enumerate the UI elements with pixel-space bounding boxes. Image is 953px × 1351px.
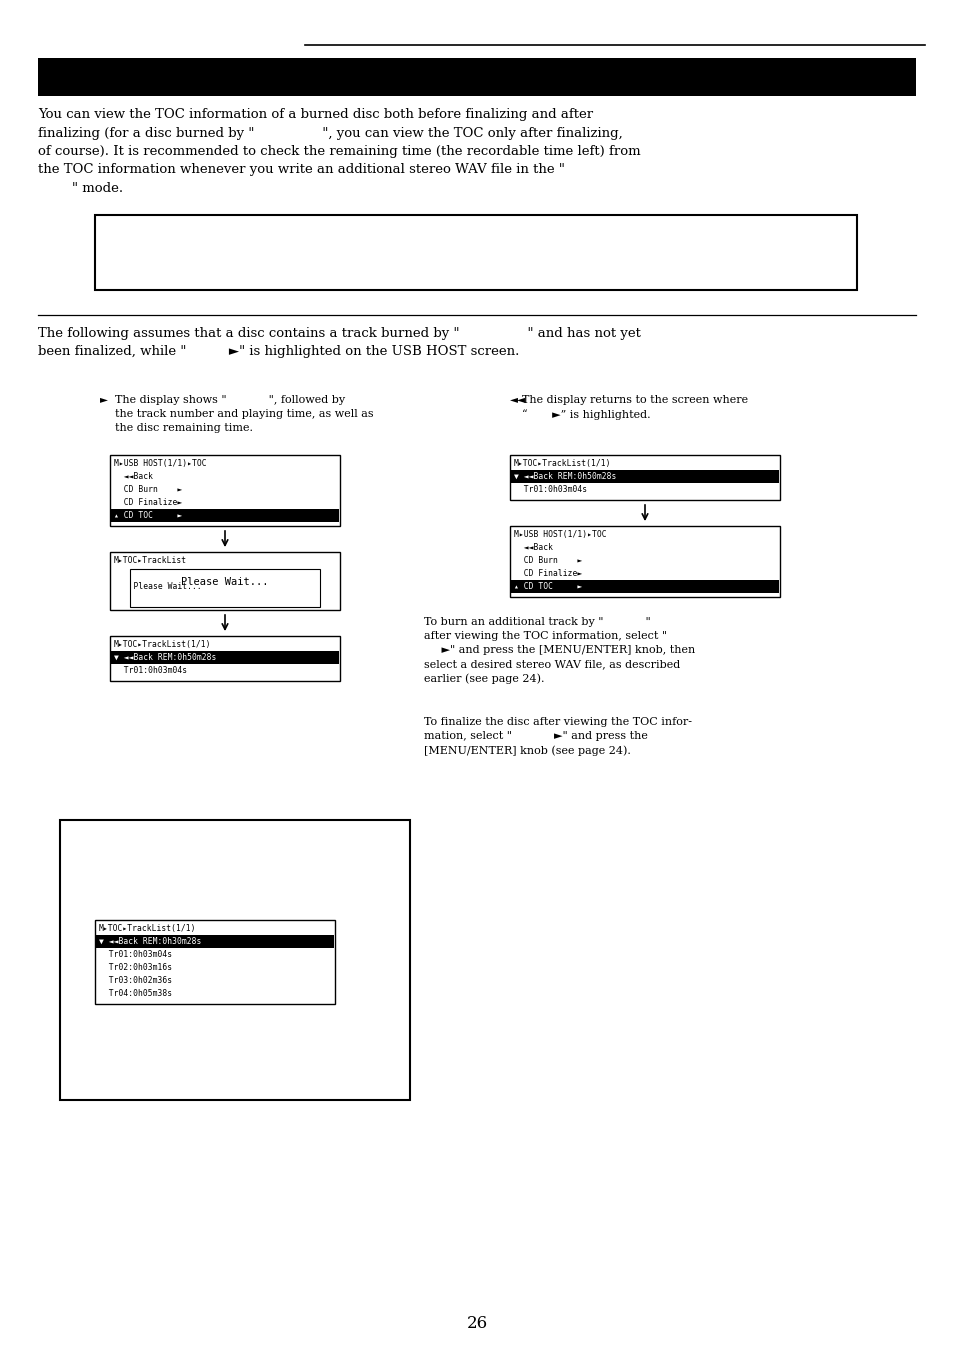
Text: Please Wait...: Please Wait... [181,577,269,586]
Text: Tr03:0h02m36s: Tr03:0h02m36s [99,975,172,985]
Bar [510,455,780,500]
Text: Tr01:0h03m04s: Tr01:0h03m04s [514,485,586,494]
Text: ▴ CD TOC     ►: ▴ CD TOC ► [113,511,182,520]
Text: Tr04:0h05m38s: Tr04:0h05m38s [99,989,172,998]
Text: ◄◄Back: ◄◄Back [514,543,553,553]
Text: CD Burn    ►: CD Burn ► [113,485,182,494]
Bar [95,920,335,1004]
Bar [111,651,338,663]
Text: Tr01:0h03m04s: Tr01:0h03m04s [99,950,172,959]
Text: CD Burn    ►: CD Burn ► [514,557,581,565]
Text: The display shows "            ", followed by
the track number and playing time,: The display shows " ", followed by the t… [115,394,374,434]
Text: M▸USB HOST(1/1)▸TOC: M▸USB HOST(1/1)▸TOC [113,459,207,467]
Bar [510,526,780,597]
Text: ▴ CD TOC     ►: ▴ CD TOC ► [514,582,581,590]
Text: Tr02:0h03m16s: Tr02:0h03m16s [99,963,172,971]
Bar [111,509,338,521]
Text: ◄◄: ◄◄ [510,394,525,404]
Text: The following assumes that a disc contains a track burned by "                " : The following assumes that a disc contai… [38,327,640,358]
Text: M▸TOC▸TrackList: M▸TOC▸TrackList [113,557,187,565]
Bar [110,455,339,526]
Bar [130,569,319,607]
Text: ◄◄Back: ◄◄Back [113,471,152,481]
Text: Please Wait...: Please Wait... [113,582,201,590]
Text: To finalize the disc after viewing the TOC infor-
mation, select "            ►": To finalize the disc after viewing the T… [423,717,691,755]
Text: Tr01:0h03m04s: Tr01:0h03m04s [113,666,187,676]
Text: M▸USB HOST(1/1)▸TOC: M▸USB HOST(1/1)▸TOC [514,530,606,539]
Bar [511,580,779,593]
Bar [60,820,410,1100]
Text: You can view the TOC information of a burned disc both before finalizing and aft: You can view the TOC information of a bu… [38,108,640,195]
Text: 26: 26 [466,1315,487,1332]
Bar [96,935,334,948]
Text: CD Finalize►: CD Finalize► [514,569,581,578]
Bar [511,470,779,484]
Text: ▼ ◄◄Back REM:0h50m28s: ▼ ◄◄Back REM:0h50m28s [514,471,616,481]
Text: ▼ ◄◄Back REM:0h50m28s: ▼ ◄◄Back REM:0h50m28s [113,653,216,662]
Bar [110,553,339,611]
Text: CD Finalize►: CD Finalize► [113,499,182,507]
Text: The display returns to the screen where
“       ►” is highlighted.: The display returns to the screen where … [521,394,747,420]
Bar [38,58,915,96]
Text: ►: ► [100,394,108,404]
Text: M▸TOC▸TrackList(1/1): M▸TOC▸TrackList(1/1) [514,459,611,467]
Text: ▼ ◄◄Back REM:0h30m28s: ▼ ◄◄Back REM:0h30m28s [99,938,201,946]
Bar [95,215,856,290]
Text: M▸TOC▸TrackList(1/1): M▸TOC▸TrackList(1/1) [113,640,212,648]
Text: To burn an additional track by "            "
after viewing the TOC information,: To burn an additional track by " " after… [423,617,695,684]
Text: M▸TOC▸TrackList(1/1): M▸TOC▸TrackList(1/1) [99,924,196,934]
Bar [110,636,339,681]
